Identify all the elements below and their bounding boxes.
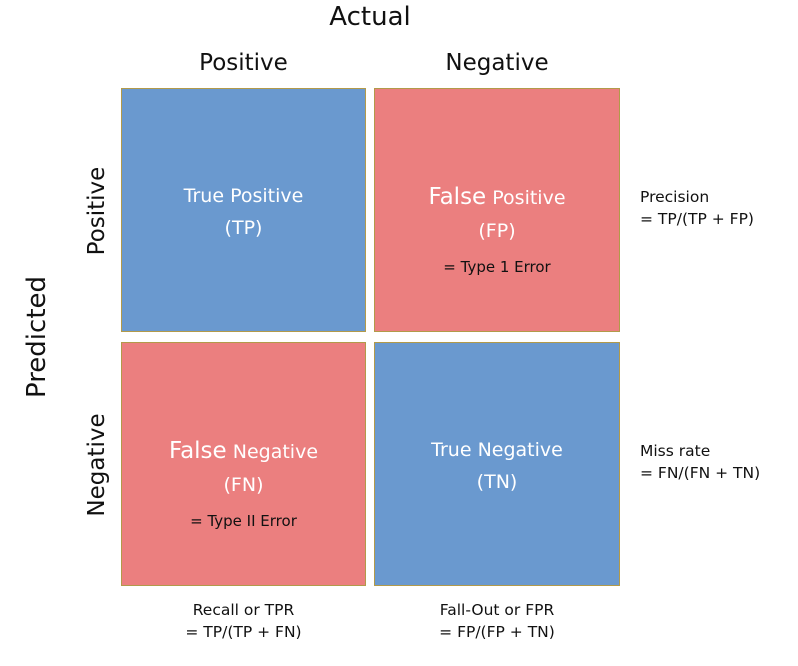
predicted-positive-header: Positive xyxy=(84,166,110,256)
cell-fn-label: False Negative xyxy=(122,438,365,464)
recall-metric: Recall or TPR = TP/(TP + FN) xyxy=(121,599,366,643)
cell-tn-abbr: (TN) xyxy=(476,471,518,493)
cell-true-negative: True Negative (TN) xyxy=(374,342,620,586)
miss-rate-name: Miss rate xyxy=(640,442,711,460)
cell-fn-word2: Negative xyxy=(232,441,319,463)
cell-tp-label: True Positive xyxy=(122,185,365,207)
actual-axis-title: Actual xyxy=(329,2,411,32)
fallout-metric: Fall-Out or FPR = FP/(FP + TN) xyxy=(374,599,620,643)
actual-negative-header: Negative xyxy=(445,50,549,76)
predicted-axis-title: Predicted xyxy=(22,275,52,399)
cell-tn-word1: True xyxy=(431,439,472,461)
cell-tp-word2: Positive xyxy=(230,185,304,207)
cell-fn-note: = Type II Error xyxy=(190,512,297,530)
miss-rate-metric: Miss rate = FN/(FN + TN) xyxy=(640,440,760,484)
cell-fn-word1: False xyxy=(168,438,227,464)
cell-fp-abbr: (FP) xyxy=(478,220,516,242)
precision-metric: Precision = TP/(TP + FP) xyxy=(640,186,754,230)
predicted-negative-header: Negative xyxy=(84,413,110,517)
cell-fp-label: False Positive xyxy=(375,184,619,210)
actual-positive-header: Positive xyxy=(199,50,288,76)
precision-name: Precision xyxy=(640,188,710,206)
cell-tp-abbr: (TP) xyxy=(224,217,263,239)
recall-formula: = TP/(TP + FN) xyxy=(185,623,302,641)
cell-tp-word1: True xyxy=(183,185,225,207)
cell-true-positive: True Positive (TP) xyxy=(121,88,366,332)
cell-fp-note: = Type 1 Error xyxy=(443,258,551,276)
cell-tn-label: True Negative xyxy=(375,439,619,461)
precision-formula: = TP/(TP + FP) xyxy=(640,210,754,228)
cell-false-negative: False Negative (FN) = Type II Error xyxy=(121,342,366,586)
cell-false-positive: False Positive (FP) = Type 1 Error xyxy=(374,88,620,332)
miss-rate-formula: = FN/(FN + TN) xyxy=(640,464,761,482)
cell-fp-word2: Positive xyxy=(492,187,566,209)
recall-name: Recall or TPR xyxy=(192,601,295,619)
fallout-name: Fall-Out or FPR xyxy=(439,601,555,619)
cell-fn-abbr: (FN) xyxy=(223,474,264,496)
cell-tn-word2: Negative xyxy=(477,439,563,461)
fallout-formula: = FP/(FP + TN) xyxy=(439,623,555,641)
cell-fp-word1: False xyxy=(428,184,487,210)
